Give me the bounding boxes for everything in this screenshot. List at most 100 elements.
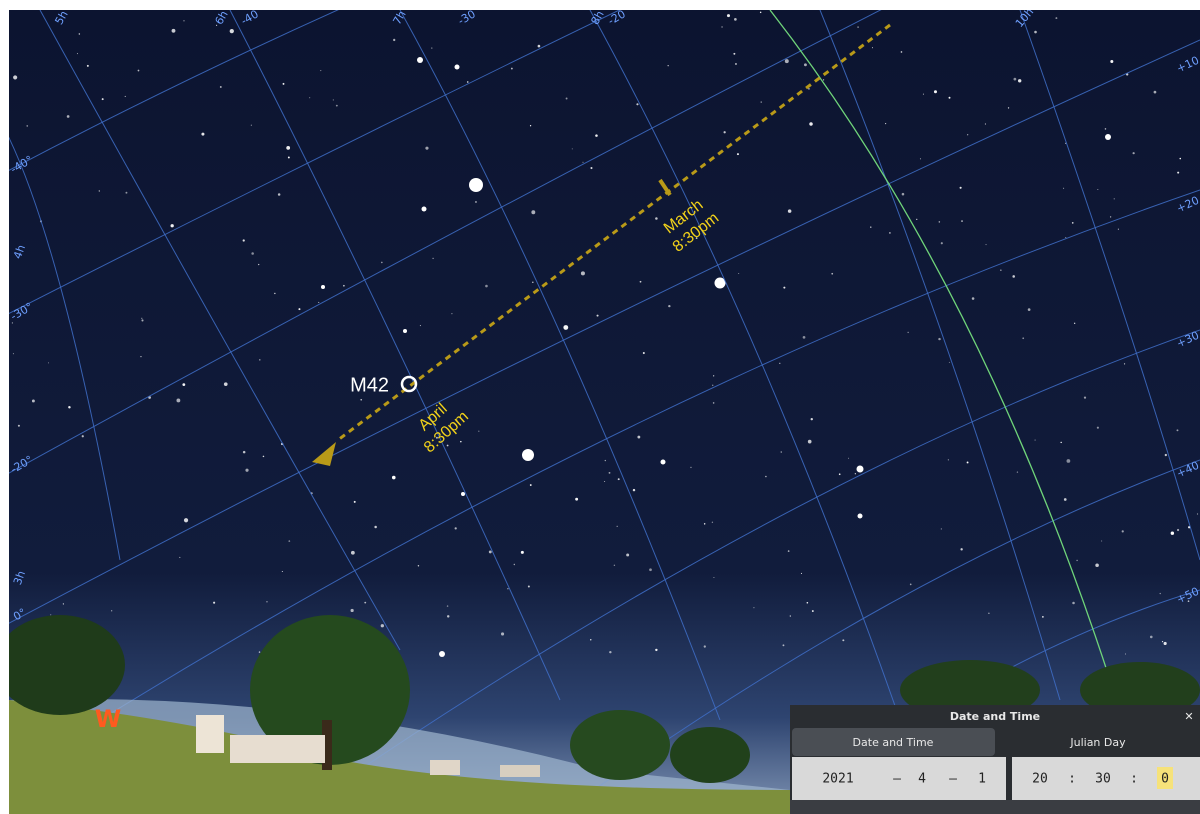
- star: [76, 53, 78, 55]
- star: [800, 572, 802, 574]
- selection-highlight: [1157, 767, 1173, 789]
- year[interactable]: 2021: [822, 772, 853, 787]
- grid-label: 0°: [11, 606, 28, 624]
- star: [668, 304, 671, 308]
- star: [183, 518, 189, 523]
- bright-star: [714, 277, 726, 289]
- star: [802, 335, 806, 339]
- star: [571, 148, 573, 150]
- star: [1063, 498, 1067, 501]
- star: [1170, 531, 1175, 535]
- star: [806, 601, 809, 604]
- time-separator: :: [1068, 772, 1076, 787]
- star: [940, 528, 942, 530]
- star: [938, 337, 941, 341]
- star: [695, 237, 698, 240]
- star: [277, 193, 281, 196]
- star: [784, 59, 789, 64]
- star: [711, 521, 714, 523]
- star: [1013, 77, 1017, 81]
- star: [613, 564, 616, 567]
- star: [125, 191, 128, 194]
- star: [632, 488, 636, 492]
- star: [959, 186, 962, 189]
- star: [1065, 237, 1067, 239]
- star: [733, 52, 736, 55]
- star: [242, 239, 245, 242]
- star: [62, 603, 64, 605]
- grid-label: 6h: [212, 8, 230, 27]
- star: [353, 500, 356, 503]
- grid-label: 7h: [390, 8, 408, 27]
- star: [431, 47, 433, 49]
- star: [13, 75, 18, 80]
- star: [1034, 439, 1036, 441]
- star: [871, 47, 874, 49]
- tab-julian-day[interactable]: Julian Day: [1069, 736, 1126, 749]
- star: [507, 588, 509, 590]
- day[interactable]: 1: [978, 772, 986, 787]
- star: [446, 615, 450, 618]
- star: [870, 226, 872, 228]
- star: [803, 63, 807, 67]
- star: [288, 540, 291, 542]
- star: [446, 605, 449, 607]
- star: [111, 610, 113, 612]
- star: [1161, 641, 1164, 643]
- star: [1055, 17, 1058, 20]
- star: [531, 210, 536, 215]
- star: [258, 651, 261, 653]
- star: [783, 286, 786, 289]
- tab-date-time[interactable]: Date and Time: [853, 736, 934, 749]
- star: [667, 65, 669, 67]
- grid-label: 3h: [11, 569, 28, 587]
- bright-star: [439, 651, 445, 657]
- star: [1176, 429, 1179, 432]
- star: [1176, 528, 1180, 532]
- star: [655, 648, 658, 652]
- star: [176, 398, 181, 403]
- star: [183, 20, 185, 22]
- star: [590, 639, 592, 641]
- grid-label: 5h: [52, 8, 70, 27]
- bright-star: [856, 465, 864, 473]
- date-separator: –: [893, 772, 901, 787]
- star: [639, 280, 642, 283]
- star: [1163, 641, 1167, 646]
- tab-active[interactable]: [792, 728, 995, 756]
- star: [380, 261, 383, 264]
- star: [889, 232, 891, 234]
- date-field[interactable]: [792, 757, 1006, 800]
- star: [529, 125, 532, 127]
- star: [948, 96, 951, 99]
- date-separator: –: [949, 772, 957, 787]
- hour[interactable]: 20: [1032, 772, 1048, 787]
- star: [735, 63, 737, 65]
- star: [242, 450, 246, 454]
- star: [753, 607, 755, 609]
- star: [1073, 322, 1076, 324]
- star: [68, 406, 71, 409]
- star: [636, 103, 639, 106]
- star: [478, 430, 480, 432]
- star: [1000, 269, 1002, 271]
- month[interactable]: 4: [918, 772, 926, 787]
- star: [575, 497, 579, 501]
- star: [563, 325, 569, 330]
- star: [617, 478, 620, 481]
- minute[interactable]: 30: [1095, 772, 1111, 787]
- star: [565, 97, 568, 100]
- close-button[interactable]: ✕: [1184, 710, 1193, 723]
- second[interactable]: 0: [1161, 772, 1169, 787]
- grid-label: 8h: [588, 8, 606, 27]
- star: [909, 583, 912, 586]
- star: [31, 399, 35, 403]
- star: [124, 95, 126, 97]
- star: [590, 166, 593, 170]
- star: [81, 435, 84, 438]
- star: [723, 131, 726, 134]
- star: [262, 455, 265, 458]
- star: [219, 86, 222, 88]
